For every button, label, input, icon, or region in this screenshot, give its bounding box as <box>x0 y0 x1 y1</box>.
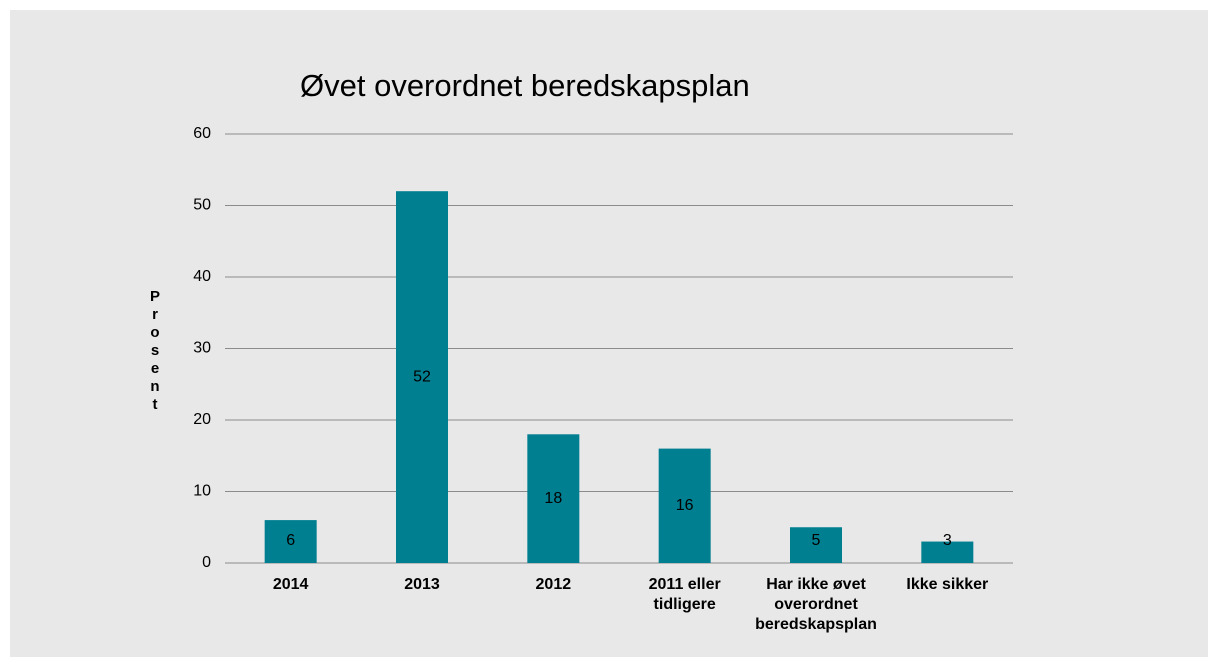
bar <box>921 541 974 563</box>
bar <box>527 434 580 563</box>
y-tick-label: 30 <box>193 340 211 357</box>
y-tick-label: 40 <box>193 268 211 285</box>
bar <box>396 191 448 563</box>
y-tick-label: 60 <box>193 125 211 142</box>
y-tick-label: 20 <box>193 411 211 428</box>
bar <box>790 527 842 563</box>
value-label: 52 <box>413 368 431 385</box>
value-label: 6 <box>286 532 295 549</box>
y-tick-label: 0 <box>202 554 211 571</box>
chart-title: Øvet overordnet beredskapsplan <box>300 68 750 103</box>
x-tick-label: Har ikke øvet overordnet beredskapsplan <box>755 576 877 633</box>
x-tick-label: 2014 <box>273 576 309 593</box>
value-label: 18 <box>544 490 562 507</box>
x-tick-label: 2011 eller tidligere <box>649 576 721 613</box>
value-label: 3 <box>943 532 952 549</box>
y-tick-label: 10 <box>193 483 211 500</box>
bar <box>264 520 317 563</box>
x-tick-label: Ikke sikker <box>906 576 988 593</box>
x-tick-label: 2012 <box>536 576 572 593</box>
panel <box>10 10 1208 657</box>
x-tick-label: 2013 <box>404 576 440 593</box>
value-label: 5 <box>812 532 821 549</box>
y-tick-label: 50 <box>193 197 211 214</box>
value-label: 16 <box>676 497 694 514</box>
bar <box>658 448 711 563</box>
